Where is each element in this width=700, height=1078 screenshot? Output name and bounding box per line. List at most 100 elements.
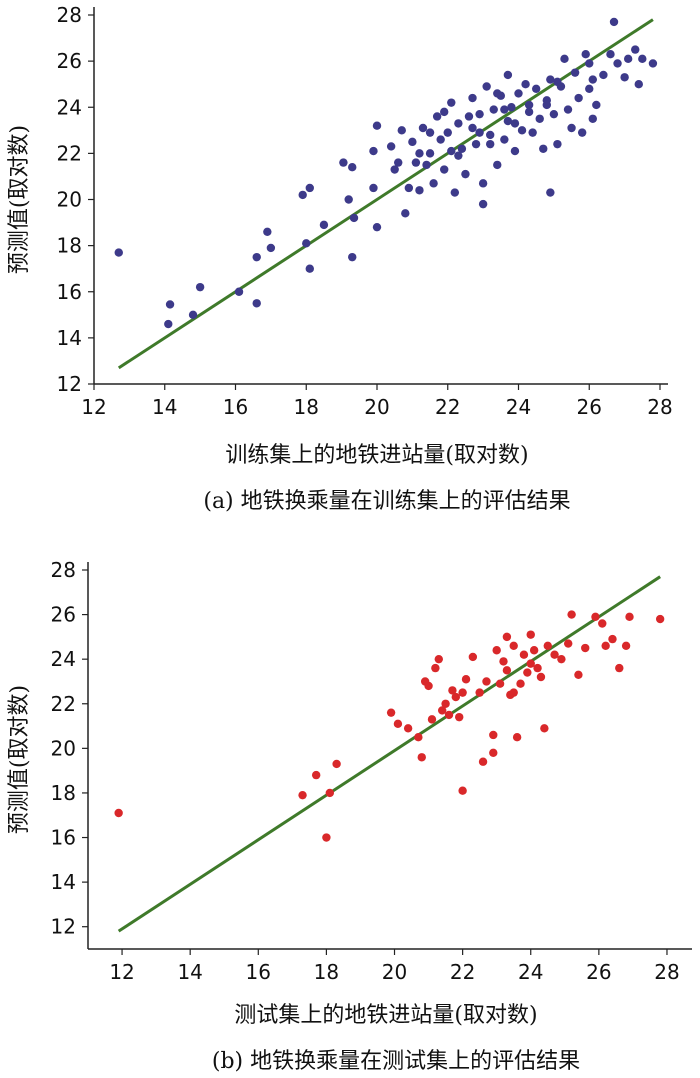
x-tick-label: 20 <box>364 395 389 419</box>
x-tick-label: 26 <box>586 960 611 984</box>
x-tick-label: 16 <box>223 395 248 419</box>
y-tick-label: 28 <box>57 3 82 27</box>
data-point <box>415 186 424 195</box>
data-point <box>648 59 658 68</box>
data-point <box>434 654 443 664</box>
data-point <box>475 128 484 137</box>
data-point <box>615 663 624 673</box>
y-tick-label: 14 <box>51 870 76 894</box>
data-point <box>553 77 562 87</box>
data-point <box>458 688 467 697</box>
data-point <box>369 146 378 156</box>
data-point <box>500 135 509 144</box>
data-point <box>528 128 537 137</box>
data-point <box>429 179 438 188</box>
data-point <box>451 692 461 702</box>
data-point <box>436 135 445 144</box>
y-tick-label: 18 <box>51 781 76 805</box>
data-point <box>344 195 353 204</box>
data-point <box>550 650 559 659</box>
y-tick-label: 24 <box>51 647 76 671</box>
data-point <box>411 158 421 167</box>
data-point <box>489 105 498 114</box>
y-tick-label: 18 <box>57 234 82 258</box>
data-point <box>564 639 573 648</box>
x-tick-label: 14 <box>177 960 202 984</box>
data-point <box>608 634 617 644</box>
data-point <box>266 243 276 253</box>
data-point <box>613 59 622 68</box>
data-point <box>471 139 481 149</box>
y-tick-label: 16 <box>57 280 82 304</box>
data-point <box>631 45 640 54</box>
fit-line <box>117 575 661 933</box>
data-point <box>588 75 597 84</box>
data-point <box>526 659 535 668</box>
data-point <box>482 677 491 686</box>
data-point <box>372 121 382 130</box>
data-point <box>499 657 508 666</box>
x-axis-title: 测试集上的地铁进站量(取对数) <box>234 1003 537 1028</box>
data-point <box>495 679 505 688</box>
y-tick-label: 26 <box>57 49 82 73</box>
data-point <box>585 84 594 94</box>
y-tick-label: 20 <box>51 736 76 760</box>
y-tick-label: 12 <box>51 915 76 939</box>
data-point <box>567 123 576 133</box>
y-tick-label: 12 <box>57 372 82 396</box>
data-point <box>195 282 205 292</box>
data-point <box>448 686 457 695</box>
data-point <box>234 287 244 296</box>
data-point <box>302 239 311 248</box>
data-point <box>418 123 428 133</box>
data-point <box>535 114 544 123</box>
fit-line <box>117 18 654 370</box>
data-point <box>431 663 440 673</box>
x-tick-label: 20 <box>382 960 407 984</box>
data-point <box>516 679 525 688</box>
data-point <box>425 128 435 137</box>
data-point <box>165 300 175 309</box>
data-point <box>403 724 413 733</box>
data-point <box>585 59 594 68</box>
data-point <box>386 708 396 717</box>
data-point <box>441 699 450 708</box>
x-tick-label: 26 <box>577 395 602 419</box>
data-point <box>514 89 523 98</box>
data-point <box>298 190 307 200</box>
data-point <box>493 160 502 170</box>
data-point <box>440 107 449 117</box>
data-point <box>486 139 495 149</box>
data-point <box>332 759 341 769</box>
data-point <box>546 188 555 197</box>
data-point <box>486 130 495 140</box>
data-point <box>482 82 491 91</box>
x-tick-label: 22 <box>435 395 460 419</box>
y-tick-label: 20 <box>57 188 82 212</box>
data-point <box>468 93 477 103</box>
data-point <box>447 146 456 156</box>
data-point <box>450 188 460 197</box>
data-point <box>454 119 463 128</box>
data-point <box>581 643 590 653</box>
data-point <box>401 209 410 218</box>
data-point <box>447 98 456 107</box>
data-point <box>404 183 414 193</box>
y-axis-title: 预测值(取对数) <box>7 125 32 274</box>
data-point <box>523 668 532 677</box>
data-point <box>188 310 198 320</box>
figure-caption: (b) 地铁换乘量在测试集上的评估结果 <box>212 1049 580 1074</box>
data-point <box>517 126 527 135</box>
x-tick-label: 24 <box>518 960 543 984</box>
y-tick-label: 16 <box>51 826 76 850</box>
data-point <box>549 109 559 119</box>
data-point <box>348 163 357 172</box>
data-point <box>521 79 530 89</box>
x-tick-label: 28 <box>654 960 679 984</box>
data-point <box>369 183 378 193</box>
data-point <box>390 165 399 174</box>
data-point <box>638 54 647 64</box>
data-point <box>581 50 590 59</box>
data-point <box>533 663 542 673</box>
scatter-chart-test: 12 14 16 18 20 22 24 26 28 12 14 16 18 20 22 24 26 28 预测值(… <box>7 558 692 1074</box>
